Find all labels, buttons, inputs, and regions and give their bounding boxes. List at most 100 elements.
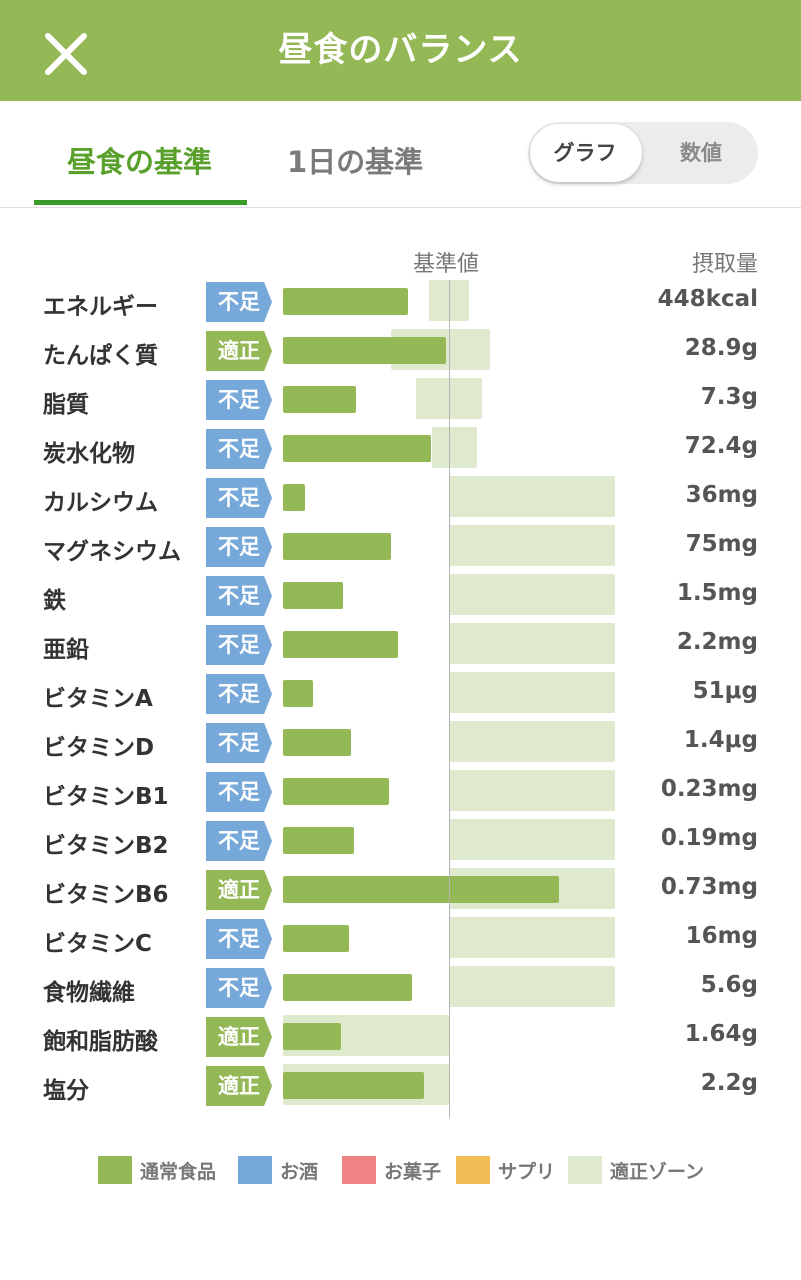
nutrient-row: 炭水化物 不足 72.4g (0, 426, 801, 475)
intake-bar (283, 876, 559, 903)
page-title: 昼食のバランス (278, 30, 523, 70)
status-badge: 適正 (206, 870, 272, 910)
nutrient-name: 亜鉛 (43, 637, 89, 663)
nutrient-name: 飽和脂肪酸 (43, 1029, 158, 1055)
status-badge: 適正 (206, 1066, 272, 1106)
intake-value: 72.4g (684, 433, 758, 459)
proper-zone (449, 574, 615, 615)
legend-label: 通常食品 (140, 1161, 217, 1183)
nutrient-name: マグネシウム (43, 539, 181, 565)
intake-value: 36mg (685, 482, 758, 508)
intake-value: 0.19mg (660, 825, 758, 851)
status-badge: 適正 (206, 1017, 272, 1057)
nutrient-row: たんぱく質 適正 28.9g (0, 328, 801, 377)
legend-label: 適正ゾーン (610, 1161, 705, 1183)
nutrient-name: たんぱく質 (43, 343, 158, 369)
nutrient-name: ビタミンD (43, 735, 155, 761)
nutrient-name: ビタミンB1 (43, 784, 169, 810)
proper-zone (449, 476, 615, 517)
nutrient-row: 脂質 不足 7.3g (0, 377, 801, 426)
nutrient-name: ビタミンA (43, 686, 153, 712)
nutrient-name: ビタミンC (43, 931, 152, 957)
proper-zone (449, 672, 615, 713)
toggle-graph-option[interactable]: グラフ (553, 141, 617, 165)
status-badge: 不足 (206, 282, 272, 322)
legend-swatch (238, 1156, 272, 1184)
legend-label: お酒 (280, 1161, 319, 1183)
view-toggle[interactable]: グラフ 数値 (528, 122, 758, 184)
nutrient-row: ビタミンB1 不足 0.23mg (0, 769, 801, 818)
baseline-line (449, 280, 450, 1118)
intake-column-header: 摂取量 (691, 252, 758, 277)
nutrient-name: 食物繊維 (43, 980, 135, 1006)
intake-value: 51μg (692, 678, 758, 704)
nutrient-name: エネルギー (43, 294, 158, 320)
status-badge: 不足 (206, 576, 272, 616)
intake-value: 448kcal (657, 286, 758, 312)
proper-zone (449, 525, 615, 566)
intake-bar (283, 827, 355, 854)
nutrient-row: 亜鉛 不足 2.2mg (0, 622, 801, 671)
intake-value: 7.3g (700, 384, 758, 410)
tab-lunch-standard[interactable]: 昼食の基準 (67, 145, 213, 179)
nutrient-row: エネルギー 不足 448kcal (0, 279, 801, 328)
status-badge: 不足 (206, 919, 272, 959)
status-badge: 不足 (206, 772, 272, 812)
nutrient-row: ビタミンC 不足 16mg (0, 916, 801, 965)
status-badge: 不足 (206, 674, 272, 714)
status-badge: 不足 (206, 723, 272, 763)
intake-bar (283, 1023, 342, 1050)
legend-swatch (98, 1156, 132, 1184)
status-badge: 不足 (206, 478, 272, 518)
intake-bar (283, 1072, 425, 1099)
nutrient-row: ビタミンB6 適正 0.73mg (0, 867, 801, 916)
intake-value: 1.64g (684, 1021, 758, 1047)
intake-value: 1.5mg (676, 580, 758, 606)
intake-bar (283, 680, 313, 707)
intake-bar (283, 925, 350, 952)
intake-bar (283, 386, 357, 413)
intake-value: 2.2g (700, 1070, 758, 1096)
intake-value: 1.4μg (683, 727, 758, 753)
status-badge: 不足 (206, 968, 272, 1008)
nutrient-name: 塩分 (43, 1078, 89, 1104)
nutrient-name: 鉄 (43, 588, 66, 614)
intake-value: 28.9g (684, 335, 758, 361)
toggle-number-option[interactable]: 数値 (680, 141, 722, 165)
intake-bar (283, 729, 352, 756)
nutrient-row: 塩分 適正 2.2g (0, 1063, 801, 1112)
status-badge: 不足 (206, 821, 272, 861)
proper-zone (449, 917, 615, 958)
intake-value: 75mg (685, 531, 758, 557)
proper-zone (449, 819, 615, 860)
proper-zone (432, 427, 478, 468)
intake-bar (283, 484, 305, 511)
intake-bar (283, 288, 408, 315)
header-bar: 昼食のバランス (0, 0, 801, 101)
close-icon (45, 33, 87, 75)
nutrient-name: ビタミンB2 (43, 833, 169, 859)
nutrient-row: 食物繊維 不足 5.6g (0, 965, 801, 1014)
active-tab-indicator (34, 200, 247, 205)
nutrient-row: 飽和脂肪酸 適正 1.64g (0, 1014, 801, 1063)
proper-zone (429, 280, 469, 321)
nutrient-row: ビタミンB2 不足 0.19mg (0, 818, 801, 867)
tab-daily-standard[interactable]: 1日の基準 (287, 145, 424, 179)
legend-label: お菓子 (384, 1161, 442, 1183)
proper-zone (449, 721, 615, 762)
legend: 通常食品 お酒 お菓子 サプリ 適正ゾーン (0, 1155, 801, 1185)
status-badge: 不足 (206, 527, 272, 567)
nutrient-row: ビタミンD 不足 1.4μg (0, 720, 801, 769)
nutrient-name: 脂質 (43, 392, 89, 418)
legend-swatch (342, 1156, 376, 1184)
intake-bar (283, 435, 431, 462)
legend-swatch (568, 1156, 602, 1184)
nutrient-name: ビタミンB6 (43, 882, 169, 908)
close-button[interactable] (38, 26, 94, 82)
intake-bar (283, 974, 413, 1001)
tab-bar: 昼食の基準 1日の基準 (0, 101, 801, 208)
nutrient-row: カルシウム 不足 36mg (0, 475, 801, 524)
legend-label: サプリ (498, 1161, 556, 1183)
nutrient-row: マグネシウム 不足 75mg (0, 524, 801, 573)
baseline-column-header: 基準値 (413, 252, 480, 277)
